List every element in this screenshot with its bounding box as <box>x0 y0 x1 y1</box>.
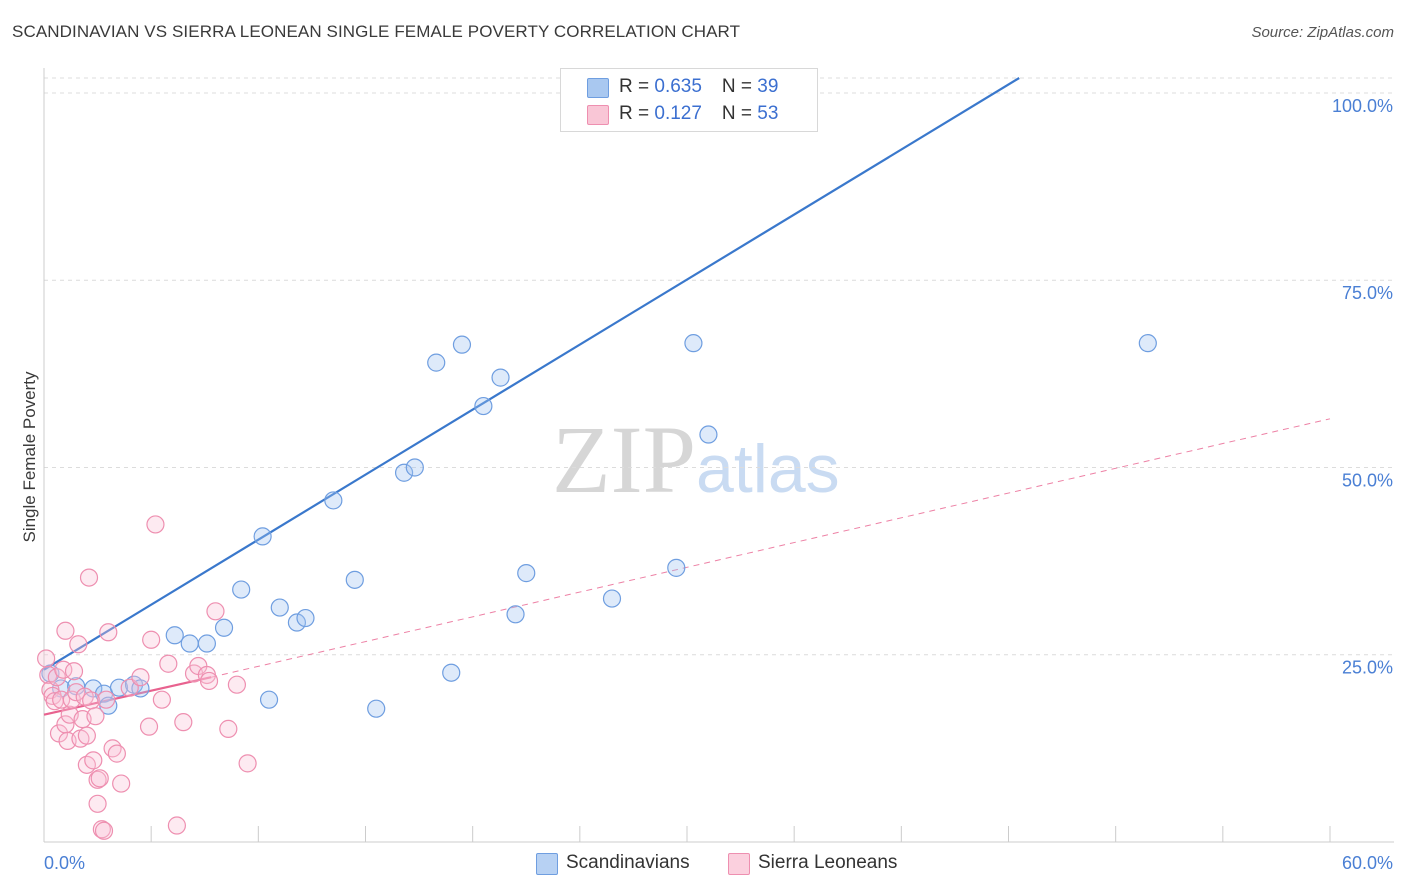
sierra-leonean-point <box>142 630 161 649</box>
sierra-leonean-point <box>88 794 107 813</box>
legend-r-value: 0.635 <box>654 76 702 97</box>
sierra-leonean-point <box>174 713 193 732</box>
scandinavian-point <box>214 618 234 637</box>
scandinavian-point <box>474 396 493 416</box>
sierra-leonean-point <box>146 515 165 534</box>
sierra-leonean-point <box>159 654 178 673</box>
source-label: Source: ZipAtlas.com <box>1251 24 1394 41</box>
sierra-leonean-point <box>206 602 225 621</box>
sierra-leonean-point <box>52 690 71 709</box>
watermark-zip: ZIP <box>552 406 696 513</box>
y-axis-label: Single Female Poverty <box>20 371 39 543</box>
scandinavian-point <box>506 605 525 624</box>
scandinavian-point <box>405 458 424 477</box>
legend-r-label: R = <box>619 76 655 97</box>
scandinavian-point <box>253 527 272 546</box>
scandinavian-point <box>259 690 279 709</box>
sierra-leonean-point <box>86 707 105 726</box>
sierra-leonean-point <box>112 774 131 793</box>
legend-label: Sierra Leoneans <box>758 852 898 873</box>
scandinavian-point <box>427 353 446 372</box>
sierra-leonean-point <box>139 717 159 736</box>
trend-lines <box>43 77 1331 716</box>
sierra-leonean-point <box>199 671 219 691</box>
sierra-leonean-point <box>131 668 150 687</box>
x-tick-label: 0.0% <box>44 853 85 873</box>
scandinavian-point <box>394 463 414 482</box>
sierra-leonean-point <box>227 675 246 694</box>
sierra-leonean-point <box>79 568 99 587</box>
axes <box>43 68 1394 843</box>
sierra-leonean-trend-line <box>211 418 1331 678</box>
sierra-leonean-point <box>97 690 116 709</box>
data-points <box>37 68 1157 840</box>
legend-label: Scandinavians <box>566 852 690 873</box>
scandinavian-point <box>367 699 386 718</box>
scandinavian-point <box>442 663 461 682</box>
legend-swatch-pink <box>587 105 609 125</box>
sierra-leonean-point <box>77 726 96 745</box>
scandinavian-point <box>517 564 536 583</box>
scandinavian-point <box>491 368 510 387</box>
scandinavian-point <box>180 634 199 653</box>
sierra-leonean-point <box>99 623 118 642</box>
sierra-leonean-point <box>94 821 114 840</box>
sierra-leonean-point <box>84 751 103 770</box>
scandinavian-point <box>667 558 686 577</box>
scandinavian-trend-line <box>43 77 1020 671</box>
y-tick-label: 50.0% <box>1342 470 1393 490</box>
legend-swatch-pink <box>728 853 750 875</box>
scandinavian-point <box>699 425 718 444</box>
sierra-leonean-point <box>167 816 186 835</box>
sierra-leonean-point <box>47 668 66 687</box>
stats-legend: R = 0.635 N = 39 R = 0.127 N = 53 <box>560 68 818 132</box>
y-tick-label: 25.0% <box>1342 658 1393 678</box>
axis-labels: Single Female Poverty 25.0% 50.0% 75.0% 100… <box>20 96 1393 873</box>
legend-r-value: 0.127 <box>654 103 702 124</box>
legend-n-value: 53 <box>757 103 779 124</box>
sierra-leonean-point <box>90 769 109 788</box>
scandinavian-point <box>232 580 251 599</box>
scandinavian-point <box>345 570 364 589</box>
legend-swatch-blue <box>536 853 558 875</box>
watermark: ZIPatlas <box>552 404 840 515</box>
sierra-leonean-point <box>107 744 126 763</box>
scandinavian-point <box>165 626 184 645</box>
gridlines <box>44 77 1394 656</box>
scandinavian-point <box>1138 334 1157 353</box>
sierra-leonean-point <box>152 690 171 709</box>
scandinavian-point <box>684 334 703 353</box>
watermark-atlas: atlas <box>696 431 840 507</box>
scandinavian-point <box>324 491 343 510</box>
scandinavian-point <box>287 613 307 632</box>
sierra-leonean-point <box>238 754 257 773</box>
chart-title: SCANDINAVIAN VS SIERRA LEONEAN SINGLE FE… <box>12 22 741 41</box>
sierra-leonean-point <box>64 662 84 681</box>
sierra-leonean-point <box>37 649 56 668</box>
legend-n-label: N = <box>721 76 758 97</box>
legend-n-value: 39 <box>757 76 779 97</box>
scandinavian-point <box>452 335 472 354</box>
y-tick-label: 100.0% <box>1332 96 1393 116</box>
sierra-leonean-point <box>56 621 75 640</box>
x-tick-label: 60.0% <box>1342 853 1393 873</box>
sierra-leonean-point <box>69 635 88 654</box>
scandinavian-point <box>270 598 289 617</box>
scandinavian-point <box>296 608 315 628</box>
y-tick-label: 75.0% <box>1342 283 1393 303</box>
sierra-leonean-point <box>219 719 238 738</box>
sierra-leonean-point <box>67 683 86 702</box>
scandinavian-point <box>602 589 622 608</box>
legend-r-label: R = <box>619 103 655 124</box>
legend-n-label: N = <box>721 103 758 124</box>
scandinavian-point <box>109 678 129 697</box>
scandinavian-point <box>197 634 216 653</box>
legend-swatch-blue <box>587 78 609 98</box>
